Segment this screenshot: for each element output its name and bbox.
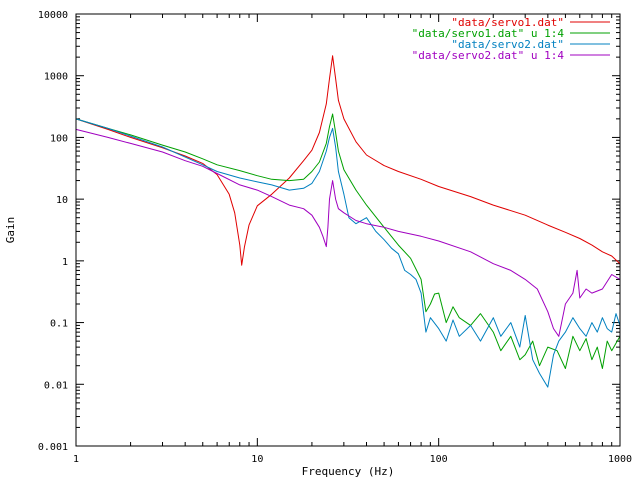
x-axis-label: Frequency (Hz) [302, 465, 395, 478]
x-tick-label: 100 [430, 454, 448, 465]
y-tick-label: 100 [50, 133, 68, 144]
plot-frame [75, 13, 621, 447]
series-layer [75, 55, 621, 388]
legend-label: "data/servo1.dat" u 1:4 [412, 27, 565, 40]
x-tick-label: 1 [73, 454, 79, 465]
y-tick-label: 10 [56, 195, 68, 206]
series-line-2 [75, 113, 621, 369]
series-line-3 [75, 118, 621, 388]
series-line-4 [75, 128, 621, 337]
y-tick-label: 0.01 [44, 380, 68, 391]
legend: "data/servo1.dat""data/servo1.dat" u 1:4… [412, 16, 610, 62]
x-tick-label: 1000 [608, 454, 632, 465]
legend-label: "data/servo2.dat" u 1:4 [412, 49, 565, 62]
y-tick-label: 1 [62, 257, 68, 268]
x-axis-ticks: 1 10 100 1000 [73, 14, 632, 465]
y-tick-label: 0.1 [50, 319, 68, 330]
y-tick-label: 0.001 [38, 442, 68, 453]
x-tick-label: 10 [251, 454, 263, 465]
y-tick-label: 1000 [44, 72, 68, 83]
legend-label: "data/servo1.dat" [451, 16, 564, 29]
y-axis-ticks: 0.001 0.01 0.1 1 10 100 1000 10000 [38, 10, 620, 453]
series-line-1 [75, 55, 621, 266]
y-axis-label: Gain [4, 217, 17, 244]
legend-label: "data/servo2.dat" [451, 38, 564, 51]
y-tick-label: 10000 [38, 10, 68, 21]
